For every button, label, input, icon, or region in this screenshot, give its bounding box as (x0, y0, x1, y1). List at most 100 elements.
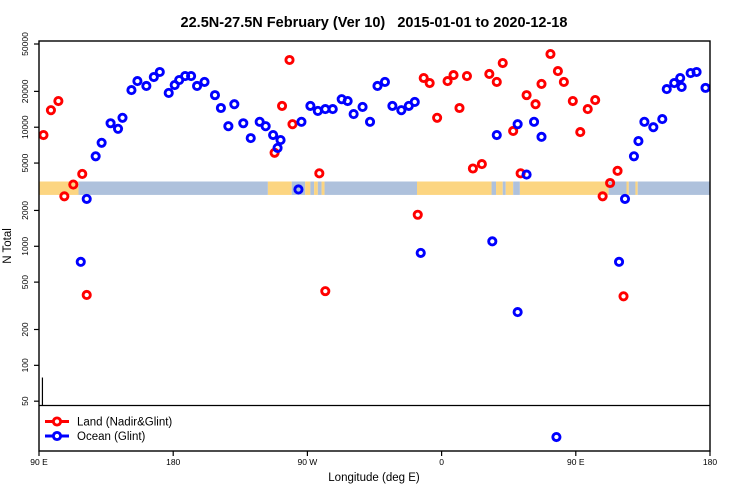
data-point-land (582, 104, 593, 115)
data-point-land (418, 72, 429, 84)
strip-segment-ocean (513, 181, 520, 195)
data-point-land (497, 57, 508, 69)
data-point-land (81, 289, 92, 301)
strip-segment-ocean (628, 181, 636, 195)
data-point-land (558, 76, 569, 88)
data-point-land (484, 68, 495, 80)
data-point-ocean (148, 71, 159, 83)
data-point-ocean (327, 104, 338, 115)
reference-lines (39, 377, 710, 407)
data-point-ocean (551, 431, 562, 443)
data-point-ocean (245, 133, 256, 144)
data-point-ocean (387, 100, 398, 111)
data-point-ocean (293, 184, 304, 195)
x-tick-label: 0 (439, 457, 444, 467)
strip-segment-land (314, 181, 318, 195)
y-tick-label: 1000 (20, 237, 30, 256)
strip-segment-ocean (637, 181, 710, 195)
data-point-ocean (186, 71, 197, 82)
data-points (39, 48, 710, 443)
strip-segment-ocean (491, 181, 497, 195)
legend-item: Land (Nadir&Glint) (45, 416, 172, 429)
data-point-ocean (238, 118, 249, 129)
strip-segment-land (519, 181, 609, 195)
data-point-ocean (154, 66, 165, 78)
y-tick-label: 100 (20, 358, 30, 372)
data-point-land (590, 95, 601, 106)
chart-title: 22.5N-27.5N February (Ver 10) 2015-01-01… (181, 15, 568, 31)
data-point-land (567, 95, 578, 107)
data-point-land (448, 70, 459, 81)
data-point-ocean (342, 95, 353, 107)
y-axis: 50 100 200 500 1000 2000 5000 10000 20000 50000 (20, 32, 39, 406)
data-point-land (467, 163, 478, 174)
data-point-ocean (163, 87, 174, 99)
data-point-land (545, 48, 556, 60)
strip-segment-land (321, 181, 325, 195)
plot-border (38, 40, 711, 452)
data-point-ocean (296, 116, 307, 127)
y-tick-label: 10000 (20, 115, 30, 139)
data-point-ocean (126, 85, 137, 96)
legend-marker-circle (51, 416, 63, 427)
data-point-ocean (676, 81, 687, 92)
strip-segment-land (626, 181, 629, 195)
strip-segment-ocean (608, 181, 627, 195)
legend: Land (Nadir&Glint) Ocean (Glint) (45, 416, 172, 443)
data-point-land (320, 286, 331, 297)
data-point-ocean (75, 256, 86, 267)
data-point-ocean (619, 193, 631, 204)
data-point-ocean (105, 118, 116, 129)
data-point-ocean (613, 256, 625, 267)
legend-marker-circle (51, 430, 63, 442)
data-point-ocean (521, 169, 532, 180)
data-point-land (552, 66, 563, 77)
strip-segment-ocean (310, 181, 315, 195)
data-point-land (536, 78, 547, 89)
data-point-land (59, 191, 70, 202)
y-tick-label: 50000 (20, 32, 30, 56)
y-tick-label: 20000 (20, 79, 30, 103)
data-point-ocean (223, 121, 234, 132)
x-tick-label: 180 (703, 457, 717, 467)
data-point-ocean (81, 193, 92, 204)
y-tick-label: 200 (20, 322, 30, 336)
data-point-land (53, 95, 64, 107)
data-point-land (432, 112, 443, 123)
x-axis-title: Longitude (deg E) (328, 472, 420, 484)
y-tick-label: 50 (20, 396, 30, 406)
data-point-land (575, 127, 586, 138)
data-point-ocean (657, 114, 668, 125)
data-point-land (597, 191, 608, 202)
data-point-land (618, 291, 629, 302)
data-point-ocean (512, 307, 523, 318)
data-point-ocean (209, 90, 221, 101)
data-point-ocean (275, 135, 286, 146)
data-point-ocean (272, 142, 283, 153)
data-point-ocean (96, 137, 107, 148)
data-point-ocean (372, 80, 383, 92)
data-point-ocean (141, 80, 152, 92)
data-point-ocean (229, 99, 240, 110)
data-point-ocean (661, 84, 672, 95)
data-point-ocean (192, 80, 203, 92)
data-point-ocean (396, 105, 407, 116)
data-point-ocean (628, 151, 640, 162)
data-point-land (284, 54, 295, 66)
x-axis: 90 E 180 90 W 0 90 E 180 (30, 451, 717, 467)
data-point-ocean (357, 101, 368, 112)
data-point-land (424, 77, 435, 89)
data-point-ocean (415, 247, 426, 258)
strip-segment-land (416, 181, 492, 195)
data-point-ocean (268, 129, 279, 141)
data-point-land (412, 209, 423, 220)
data-point-ocean (675, 72, 686, 84)
x-tick-label: 90 W (297, 457, 317, 467)
data-point-land (508, 125, 519, 137)
strip-segment-ocean (317, 181, 322, 195)
y-axis-title: N Total (2, 228, 14, 264)
data-point-ocean (260, 121, 271, 132)
data-point-ocean (633, 136, 644, 147)
